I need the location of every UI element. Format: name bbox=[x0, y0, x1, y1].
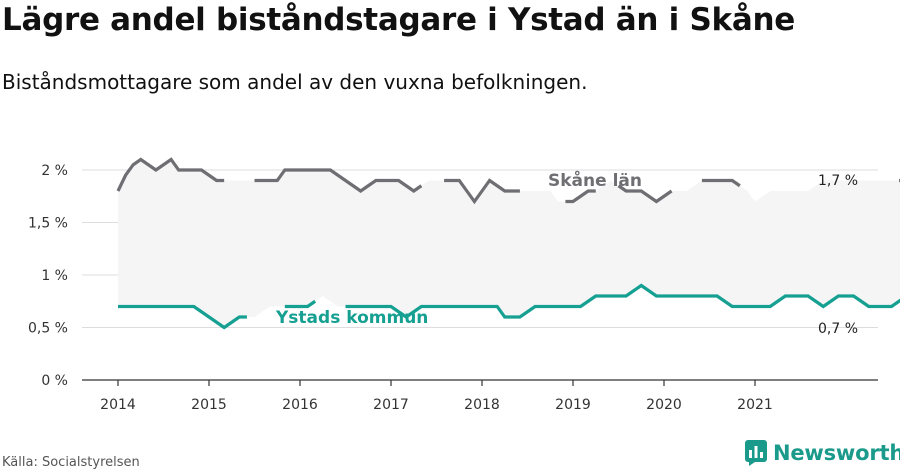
x-tick-label: 2016 bbox=[282, 397, 318, 413]
skane-line bbox=[565, 189, 596, 204]
skane-line bbox=[701, 178, 741, 188]
source-note: Källa: Socialstyrelsen bbox=[2, 455, 140, 470]
y-tick-label: 2 % bbox=[41, 163, 68, 179]
band-area bbox=[118, 159, 900, 328]
end-label-skane: 1,7 % bbox=[818, 173, 858, 189]
skane-line bbox=[617, 184, 673, 204]
x-tick-label: 2019 bbox=[555, 397, 591, 413]
axes: 0 % 0,5 % 1 % 1,5 % 2 % 2014 2015 2016 2017 2018 2… bbox=[28, 163, 878, 413]
x-tick-label: 2015 bbox=[191, 397, 227, 413]
ystad-line bbox=[118, 304, 247, 330]
x-tick-label: 2018 bbox=[464, 397, 500, 413]
end-label-ystad: 0,7 % bbox=[818, 321, 858, 337]
newsworthy-logo-icon bbox=[745, 440, 767, 466]
y-tick-label: 1 % bbox=[41, 268, 68, 284]
series-lines bbox=[116, 157, 900, 330]
chart-subtitle: Biståndsmottagare som andel av den vuxna… bbox=[2, 70, 588, 94]
chart-title: Lägre andel biståndstagare i Ystad än i … bbox=[2, 2, 795, 38]
range-band bbox=[118, 159, 900, 328]
series-label-ystad: Ystads kommun bbox=[275, 308, 428, 328]
skane-line bbox=[444, 178, 520, 205]
x-tick-label: 2021 bbox=[737, 397, 773, 413]
y-tick-label: 0,5 % bbox=[28, 321, 68, 337]
ystad-line bbox=[345, 283, 900, 319]
skane-line bbox=[116, 157, 225, 192]
series-labels: Skåne län Ystads kommun 1,7 % 0,7 % bbox=[275, 169, 858, 337]
y-tick-label: 0 % bbox=[41, 373, 68, 389]
x-tick-label: 2020 bbox=[646, 397, 682, 413]
series-label-skane: Skåne län bbox=[548, 169, 642, 191]
skane-line bbox=[254, 168, 423, 193]
brand-logo: Newsworthy bbox=[745, 440, 900, 466]
brand-name: Newsworthy bbox=[773, 441, 900, 465]
ystad-line bbox=[284, 299, 317, 309]
x-tick-label: 2014 bbox=[100, 397, 136, 413]
y-tick-label: 1,5 % bbox=[28, 216, 68, 232]
x-tick-label: 2017 bbox=[373, 397, 409, 413]
